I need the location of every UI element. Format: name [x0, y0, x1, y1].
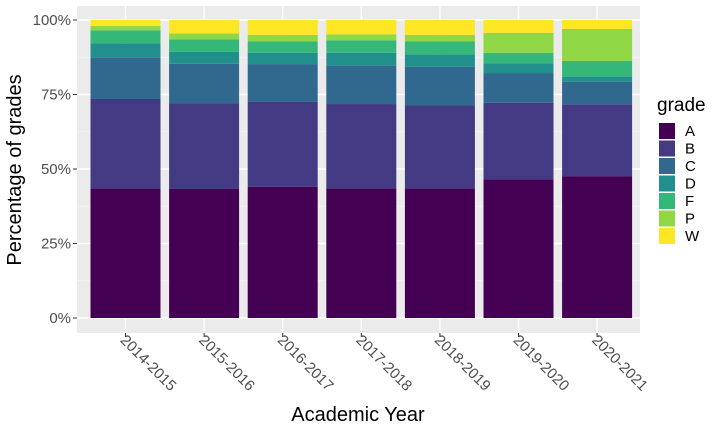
x-tick-label: 2018-2019	[431, 332, 494, 395]
bar-segment-D-2019-2020	[483, 63, 554, 74]
y-tick-label: 75%	[41, 87, 71, 104]
bar-segment-P-2019-2020	[483, 32, 554, 53]
bar-segment-B-2014-2015	[90, 98, 161, 189]
bar-segment-A-2018-2019	[404, 188, 475, 318]
x-axis: 2014-2015 2015-2016 2016-2017 2017-2018 2018…	[117, 332, 651, 395]
bar-segment-B-2018-2019	[404, 105, 475, 189]
bar-segment-W-2018-2019	[404, 20, 475, 35]
bar-segment-C-2019-2020	[483, 73, 554, 103]
legend-label-B: B	[685, 141, 695, 158]
legend-label-C: C	[685, 158, 696, 175]
bar-segment-C-2020-2021	[562, 81, 633, 105]
bar-segment-A-2016-2017	[247, 186, 318, 318]
bar-segment-A-2015-2016	[169, 188, 240, 318]
x-tick-label: 2016-2017	[274, 332, 337, 395]
y-axis: 0% 25% 50% 75% 100%	[33, 12, 77, 327]
bar-segment-D-2018-2019	[404, 54, 475, 67]
bar-segment-D-2016-2017	[247, 52, 318, 65]
legend-key-P	[659, 210, 675, 227]
bar-segment-A-2019-2020	[483, 179, 554, 318]
legend-key-W	[659, 228, 675, 244]
bar-segment-A-2020-2021	[562, 176, 633, 318]
bar-segment-D-2020-2021	[562, 76, 633, 82]
legend-label-A: A	[685, 123, 695, 140]
bar-segment-P-2015-2016	[169, 33, 240, 40]
bar-segment-F-2014-2015	[90, 30, 161, 44]
legend-key-D	[659, 175, 675, 192]
y-axis-title: Percentage of grades	[4, 74, 26, 265]
x-tick-label: 2014-2015	[117, 332, 180, 395]
bar-segment-A-2014-2015	[90, 188, 161, 318]
y-tick-label: 100%	[33, 12, 71, 29]
y-tick-label: 50%	[41, 161, 71, 178]
bar-segment-B-2020-2021	[562, 104, 633, 177]
bar-segment-C-2017-2018	[326, 65, 397, 105]
bars	[90, 20, 633, 318]
bar-segment-F-2018-2019	[404, 41, 475, 55]
legend-label-P: P	[685, 211, 695, 228]
x-tick-label: 2015-2016	[195, 332, 258, 395]
y-tick-label: 25%	[41, 236, 71, 253]
legend-label-F: F	[685, 193, 694, 210]
legend-key-F	[659, 193, 675, 209]
bar-segment-P-2017-2018	[326, 34, 397, 41]
legend-title: grade	[657, 95, 706, 116]
bar-segment-F-2017-2018	[326, 40, 397, 53]
bar-segment-D-2017-2018	[326, 52, 397, 66]
bar-segment-D-2015-2016	[169, 51, 240, 64]
bar-segment-F-2019-2020	[483, 52, 554, 64]
bar-segment-D-2014-2015	[90, 43, 161, 58]
bar-segment-B-2016-2017	[247, 101, 318, 187]
bar-segment-C-2016-2017	[247, 64, 318, 102]
bar-segment-P-2016-2017	[247, 34, 318, 42]
bar-segment-B-2017-2018	[326, 104, 397, 189]
bar-segment-C-2014-2015	[90, 57, 161, 99]
bar-segment-B-2019-2020	[483, 102, 554, 180]
bar-segment-B-2015-2016	[169, 103, 240, 189]
bar-segment-W-2015-2016	[169, 20, 240, 34]
bar-segment-F-2016-2017	[247, 41, 318, 53]
bar-segment-W-2017-2018	[326, 20, 397, 35]
legend-key-B	[659, 140, 675, 157]
bar-segment-C-2018-2019	[404, 66, 475, 106]
bar-segment-W-2016-2017	[247, 20, 318, 35]
x-axis-title: Academic Year	[291, 404, 425, 426]
bar-segment-P-2014-2015	[90, 25, 161, 31]
bar-segment-W-2014-2015	[90, 20, 161, 26]
bar-segment-W-2020-2021	[562, 20, 633, 29]
bar-segment-A-2017-2018	[326, 188, 397, 318]
y-tick-label: 0%	[49, 310, 71, 327]
x-tick-label: 2020-2021	[588, 332, 651, 395]
bar-segment-F-2020-2021	[562, 60, 633, 77]
legend-label-D: D	[685, 176, 696, 193]
bar-segment-W-2019-2020	[483, 20, 554, 33]
x-tick-label: 2019-2020	[510, 332, 573, 395]
legend-key-C	[659, 158, 675, 174]
x-tick-label: 2017-2018	[352, 332, 415, 395]
legend-key-A	[659, 123, 675, 139]
bar-segment-P-2018-2019	[404, 34, 475, 42]
bar-segment-C-2015-2016	[169, 63, 240, 104]
bar-segment-F-2015-2016	[169, 39, 240, 52]
bar-segment-P-2020-2021	[562, 28, 633, 61]
legend-label-W: W	[685, 228, 700, 245]
